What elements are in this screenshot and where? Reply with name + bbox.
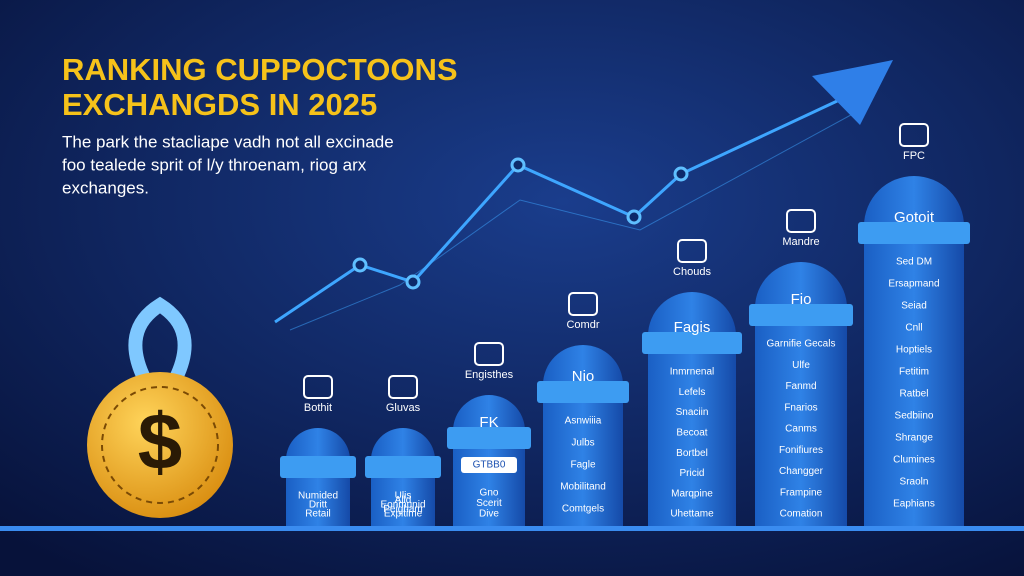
column-item: Scerit [476, 498, 502, 509]
column-item: Ulfe [792, 360, 810, 371]
column-heading: Gotoit [894, 209, 935, 226]
column-label: Gluvas [386, 402, 421, 414]
column-item: Sraoln [900, 477, 929, 488]
column-item: Expitime [384, 509, 423, 520]
pillar-band [537, 381, 629, 403]
column-item: Sedbiino [895, 411, 934, 422]
column-label: FPC [903, 150, 925, 162]
pillar-band [447, 427, 531, 449]
column-item: Mobilitand [560, 482, 606, 493]
column-item: Dritt [309, 500, 328, 511]
trend-points [352, 157, 689, 290]
pillar-band [858, 222, 970, 244]
column-item: Marqpine [671, 488, 713, 499]
column-item: Gno [480, 488, 499, 499]
label-icon [388, 375, 418, 399]
title: RANKING CUPPOCTOONS [62, 52, 458, 87]
baseline [0, 526, 1024, 531]
pillar-band [365, 456, 441, 478]
column-item: Garnifie Gecals [767, 339, 836, 350]
column-item: Numided [298, 491, 338, 502]
column-item: Seiad [901, 301, 927, 312]
column-item: Lefels [679, 387, 706, 398]
svg-text:$: $ [138, 397, 183, 486]
column-item: Julbs [571, 438, 594, 449]
column-item: Eonmunid [380, 500, 425, 511]
column-item: Dive [479, 509, 499, 520]
subtitle: foo tealede sprit of l/y throenam, riog … [62, 155, 367, 174]
column-item: Fanmd [785, 381, 816, 392]
column-heading: Fagis [674, 319, 711, 336]
column-item: Sed DM [896, 257, 932, 268]
column-label: Bothit [304, 402, 332, 414]
column-item: Pricid [679, 468, 704, 479]
column-item: Snaciin [676, 407, 709, 418]
column-item: Bortbel [676, 448, 708, 459]
column-item: Clumines [893, 455, 935, 466]
column-heading: Fio [791, 291, 812, 308]
column-item: Peigham [383, 504, 422, 515]
column-item: Comation [780, 509, 823, 520]
column-item: Inmrnenal [670, 367, 714, 378]
label-icon [303, 375, 333, 399]
coin-icon: $ [87, 296, 233, 518]
column-heading: FK [479, 414, 498, 431]
subtitle: exchanges. [62, 178, 149, 197]
column-label: Chouds [673, 266, 711, 278]
column-item: Canms [785, 424, 817, 435]
column-item: Uhettame [670, 509, 714, 520]
column-item: Becoat [676, 427, 707, 438]
column-item: Retail [305, 509, 331, 520]
label-icon [677, 239, 707, 263]
pillar-band [642, 332, 742, 354]
column-item: Asnwiiia [565, 416, 602, 427]
column-item: Cnll [905, 323, 922, 334]
column-item: Fonifiures [779, 445, 823, 456]
pillar [755, 262, 847, 526]
column-item: Eaphians [893, 499, 935, 510]
subtitle: The park the stacliape vadh not all exci… [62, 132, 394, 151]
column-label: Mandre [782, 236, 819, 248]
column-label: Engisthes [465, 369, 514, 381]
column-item: Ersapmand [888, 279, 939, 290]
column-item: Changger [779, 466, 824, 477]
title: EXCHANGDS IN 2025 [62, 87, 377, 122]
label-icon [568, 292, 598, 316]
badge-text: GTBB0 [473, 460, 506, 471]
label-icon [474, 342, 504, 366]
pillar-band [280, 456, 356, 478]
column-item: Comtgels [562, 504, 604, 515]
column-item: Frampine [780, 487, 823, 498]
column-heading: Nio [572, 368, 595, 385]
column-item: Ulis [395, 491, 412, 502]
pillar [864, 176, 964, 526]
column-item: Alld [395, 495, 412, 506]
badge [461, 457, 517, 473]
column-item: Ratbel [900, 389, 929, 400]
column-item: Fagle [570, 460, 595, 471]
label-icon [786, 209, 816, 233]
pillar-band [749, 304, 853, 326]
column-item: Hoptiels [896, 345, 932, 356]
label-icon [899, 123, 929, 147]
column-item: Fetitim [899, 367, 929, 378]
column-item: Shrange [895, 433, 933, 444]
column-label: Comdr [566, 319, 599, 331]
column-item: Fnarios [784, 402, 817, 413]
